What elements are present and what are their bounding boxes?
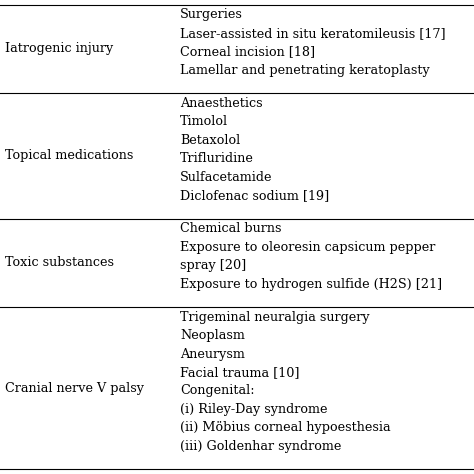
Text: Corneal incision [18]: Corneal incision [18] [180,45,315,58]
Text: Betaxolol: Betaxolol [180,134,240,147]
Text: (ii) Möbius corneal hypoesthesia: (ii) Möbius corneal hypoesthesia [180,421,391,434]
Text: Aneurysm: Aneurysm [180,347,245,361]
Text: (i) Riley-Day syndrome: (i) Riley-Day syndrome [180,403,328,416]
Text: Congenital:: Congenital: [180,384,255,397]
Text: Exposure to hydrogen sulfide (H2S) [21]: Exposure to hydrogen sulfide (H2S) [21] [180,277,442,291]
Text: Lamellar and penetrating keratoplasty: Lamellar and penetrating keratoplasty [180,64,430,77]
Text: Toxic substances: Toxic substances [5,256,114,269]
Text: Trifluridine: Trifluridine [180,152,254,165]
Text: (iii) Goldenhar syndrome: (iii) Goldenhar syndrome [180,440,341,453]
Text: Facial trauma [10]: Facial trauma [10] [180,366,300,379]
Text: Laser-assisted in situ keratomileusis [17]: Laser-assisted in situ keratomileusis [1… [180,27,446,40]
Text: Sulfacetamide: Sulfacetamide [180,171,273,183]
Text: Iatrogenic injury: Iatrogenic injury [5,43,113,55]
Text: spray [20]: spray [20] [180,259,246,272]
Text: Exposure to oleoresin capsicum pepper: Exposure to oleoresin capsicum pepper [180,241,436,254]
Text: Topical medications: Topical medications [5,149,133,163]
Text: Timolol: Timolol [180,115,228,128]
Text: Anaesthetics: Anaesthetics [180,97,263,110]
Text: Cranial nerve V palsy: Cranial nerve V palsy [5,382,144,395]
Text: Neoplasm: Neoplasm [180,329,245,342]
Text: Chemical burns: Chemical burns [180,222,282,235]
Text: Trigeminal neuralgia surgery: Trigeminal neuralgia surgery [180,310,370,324]
Text: Surgeries: Surgeries [180,9,243,21]
Text: Diclofenac sodium [19]: Diclofenac sodium [19] [180,189,329,202]
